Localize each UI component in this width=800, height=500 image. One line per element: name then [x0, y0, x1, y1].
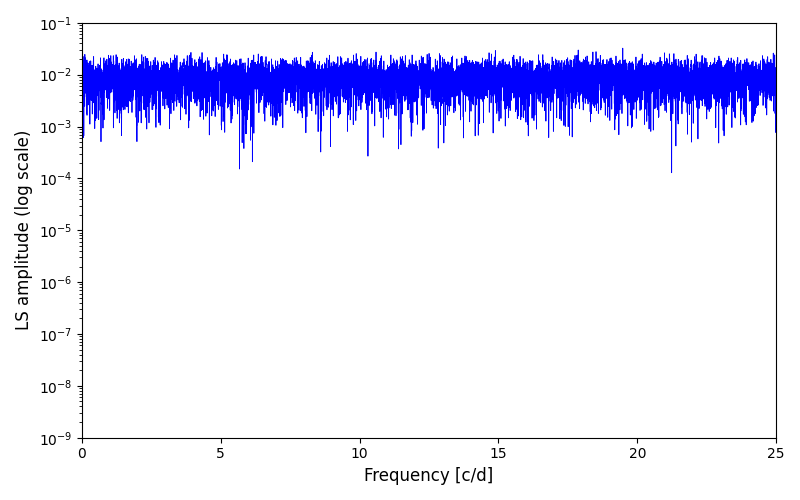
- Y-axis label: LS amplitude (log scale): LS amplitude (log scale): [15, 130, 33, 330]
- X-axis label: Frequency [c/d]: Frequency [c/d]: [364, 467, 494, 485]
